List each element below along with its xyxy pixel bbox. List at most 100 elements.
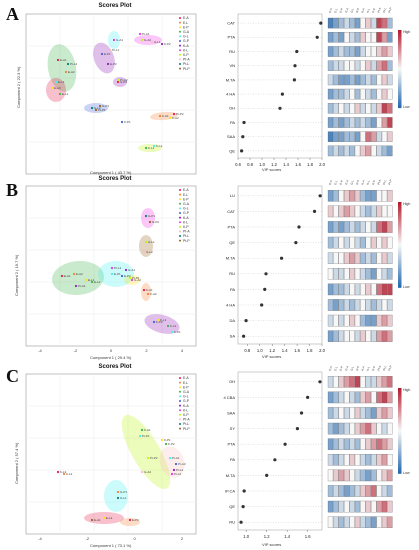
heatmap-cell (333, 190, 339, 202)
heatmap-column-label: K-P (371, 179, 376, 185)
heatmap-cell (371, 46, 377, 57)
heatmap-cell (333, 454, 339, 466)
heatmap-cell (365, 422, 371, 435)
score-point-label: E-A1 (60, 58, 67, 62)
x-tick-label: 1.0 (259, 162, 265, 167)
heatmap-cell (344, 252, 350, 264)
heatmap-cell (354, 330, 361, 342)
heatmap-cell (344, 485, 350, 497)
heatmap-cell (376, 88, 382, 100)
heatmap-cell (338, 236, 344, 249)
legend-label: Pt-A (183, 230, 190, 234)
heatmap-cell (354, 299, 361, 311)
heatmap-cell (381, 221, 388, 233)
heatmap-cell (371, 391, 377, 404)
legend-marker (179, 49, 181, 52)
panel-b: B Scores Plot E-A1 E-A2 E-L1 E-L2 E-P1 E-P2 G-… (0, 176, 419, 362)
heatmap-cell (371, 190, 377, 202)
vip-dot (242, 489, 246, 493)
legend-marker (179, 40, 181, 42)
colorbar-high-label: High (403, 388, 410, 392)
vip-feature-label: RU (229, 49, 235, 54)
score-point (94, 108, 98, 112)
heatmap-cell (344, 103, 350, 114)
heatmap-column-label: K-P (371, 7, 376, 13)
heatmap-cell (365, 103, 371, 114)
heatmap-cell (338, 469, 344, 482)
score-point (58, 92, 62, 96)
confidence-ellipse (46, 78, 66, 102)
legend-marker (179, 404, 181, 407)
heatmap-cell (365, 145, 371, 157)
score-point (60, 274, 64, 278)
heatmap-cell (338, 407, 344, 419)
heatmap-cell (333, 205, 339, 218)
panel-c: C Scores Plot K-L3 K-L2 K-P1 K-P2 Pt-A1 Pt-A3… (0, 362, 419, 550)
heatmap-cell (344, 88, 350, 100)
heatmap-cell (376, 252, 382, 264)
heatmap-cell (344, 60, 350, 71)
vip-dot (318, 194, 322, 198)
heatmap-cell (327, 407, 334, 419)
legend-label: G-A (183, 202, 190, 206)
heatmap-cell (333, 485, 339, 497)
x-tick-label: 0 (134, 536, 137, 541)
legend-label: E-L (183, 21, 188, 25)
heatmap-cell (376, 407, 382, 419)
legend-label: G-P (183, 399, 190, 403)
score-point (100, 52, 104, 56)
score-point (144, 240, 148, 244)
heatmap-cell (371, 88, 377, 100)
colorbar (398, 30, 402, 109)
heatmap-column-label: Pt-P (387, 365, 393, 372)
heatmap-column-label: K-A (360, 179, 365, 185)
panel-letter: B (6, 180, 19, 200)
heatmap-cell (338, 221, 344, 233)
heatmap-cell (354, 500, 361, 513)
heatmap-cell (360, 88, 366, 100)
score-point-label: G-P1 (148, 214, 155, 218)
heatmap-cell (371, 268, 377, 280)
vip-dot (319, 21, 323, 25)
heatmap-cell (365, 469, 371, 482)
colorbar-low-label: Low (403, 285, 410, 289)
score-point (144, 214, 148, 218)
legend-label: Pt-L (183, 234, 189, 238)
score-point-label: K-P2 (168, 442, 175, 446)
confidence-ellipse (141, 283, 151, 301)
heatmap-cell (371, 74, 377, 86)
heatmap-cell (338, 32, 344, 43)
colorbar-low-label: Low (403, 471, 410, 475)
score-point (112, 38, 116, 42)
confidence-ellipse (139, 235, 153, 257)
heatmap-cell (360, 117, 366, 128)
heatmap-cell (381, 190, 388, 202)
heatmap-column-label: K-L (366, 7, 371, 13)
x-tick-label: -4 (38, 348, 42, 353)
score-point (66, 62, 70, 66)
score-point (140, 38, 144, 42)
legend-marker (179, 202, 181, 205)
heatmap-cell (387, 131, 393, 142)
legend-marker (179, 427, 181, 430)
vip-frame (237, 13, 323, 159)
score-point (102, 516, 106, 520)
heatmap-cell (354, 422, 361, 435)
heatmap-cell (365, 314, 371, 327)
score-point (158, 114, 162, 118)
score-point-label: E-A2 (76, 272, 83, 276)
heatmap-column-label: G-P (355, 365, 361, 371)
heatmap-cell (354, 103, 361, 114)
score-point-label: E-A2 (68, 70, 75, 74)
score-point-label: Pt-P1 (98, 108, 106, 112)
score-point-label: Pt-L2 (174, 472, 182, 476)
heatmap-cell (344, 117, 350, 128)
confidence-ellipse (141, 208, 155, 228)
score-point-label: E-P2 (124, 274, 131, 278)
heatmap-column-label: K-P (371, 365, 376, 371)
heatmap-cell (360, 236, 366, 249)
heatmap-cell (381, 422, 388, 435)
heatmap-cell (376, 283, 382, 296)
heatmap-cell (354, 268, 361, 280)
heatmap-cell (349, 103, 355, 114)
